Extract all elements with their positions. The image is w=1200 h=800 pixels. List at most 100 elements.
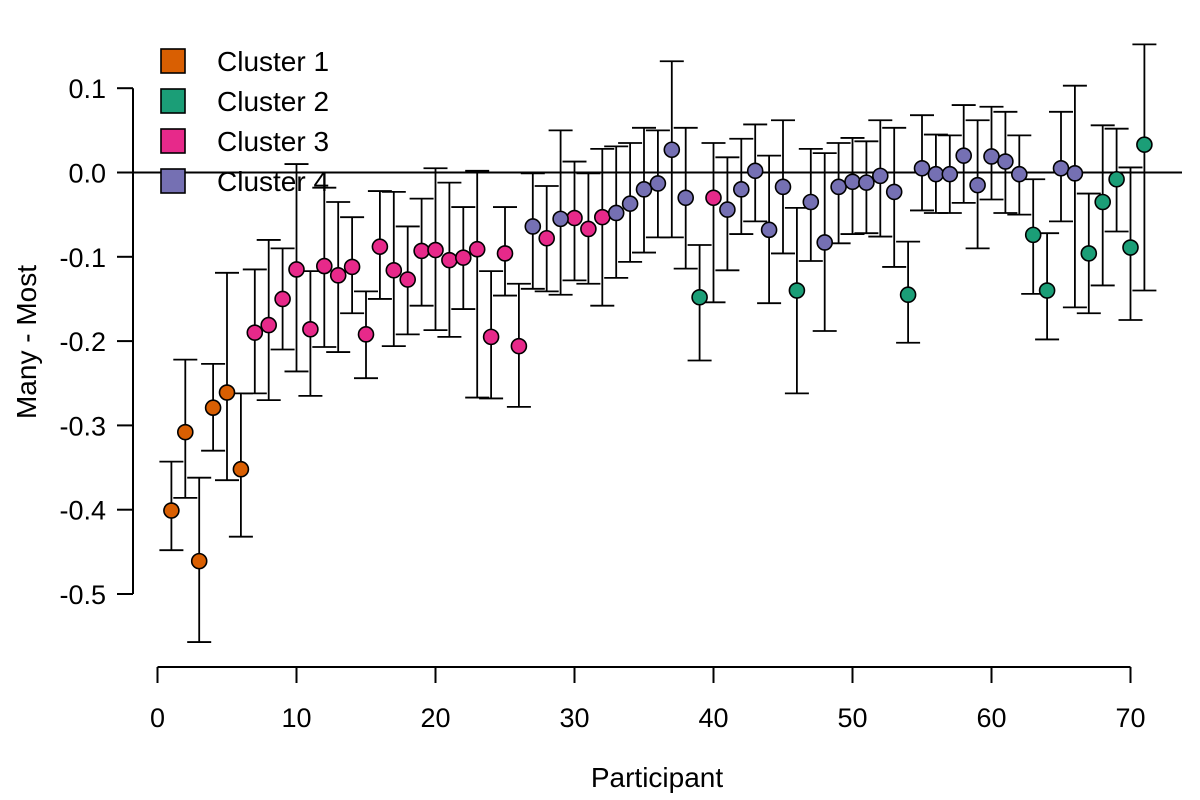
y-tick-label: -0.4 bbox=[59, 496, 106, 526]
data-point bbox=[858, 174, 875, 191]
data-point bbox=[677, 189, 695, 207]
data-point bbox=[635, 181, 653, 198]
data-point bbox=[496, 245, 514, 262]
x-tick-label: 60 bbox=[976, 703, 1006, 733]
data-point bbox=[732, 181, 750, 198]
data-point bbox=[524, 218, 542, 235]
data-point bbox=[1108, 170, 1125, 188]
legend-label: Cluster 1 bbox=[217, 46, 329, 77]
data-point bbox=[399, 271, 417, 288]
legend-label: Cluster 2 bbox=[217, 86, 329, 117]
data-point bbox=[566, 209, 583, 227]
legend-swatch bbox=[160, 88, 186, 114]
legend-item: Cluster 2 bbox=[160, 86, 329, 117]
x-tick-label: 10 bbox=[281, 703, 311, 733]
legend-swatch bbox=[160, 48, 186, 74]
error-bar bbox=[590, 147, 615, 307]
data-point bbox=[427, 241, 444, 259]
points-layer bbox=[163, 136, 1153, 570]
data-point bbox=[816, 234, 834, 251]
legend-item: Cluster 4 bbox=[160, 166, 329, 197]
data-point bbox=[1024, 226, 1042, 244]
data-point bbox=[510, 337, 528, 355]
data-point bbox=[593, 208, 611, 226]
data-point bbox=[885, 183, 903, 201]
data-point bbox=[357, 326, 375, 343]
data-point bbox=[607, 204, 625, 222]
data-point bbox=[830, 178, 847, 196]
data-point bbox=[329, 267, 347, 284]
data-point bbox=[955, 147, 973, 164]
legend-swatch bbox=[160, 168, 186, 194]
data-point bbox=[441, 251, 458, 269]
y-tick-label: -0.5 bbox=[59, 580, 106, 610]
data-point bbox=[871, 167, 889, 185]
y-tick-label: 0.1 bbox=[68, 74, 106, 104]
data-point bbox=[302, 320, 319, 338]
x-axis-title: Participant bbox=[591, 762, 724, 793]
data-point bbox=[774, 178, 792, 196]
data-point bbox=[927, 165, 945, 183]
data-point bbox=[969, 176, 986, 194]
x-tick-label: 70 bbox=[1115, 703, 1145, 733]
x-tick-label: 50 bbox=[837, 703, 867, 733]
data-point bbox=[691, 288, 708, 306]
data-point bbox=[274, 290, 291, 308]
error-bar bbox=[215, 271, 239, 482]
data-point bbox=[163, 502, 180, 519]
data-point bbox=[468, 240, 486, 258]
data-point bbox=[802, 193, 820, 211]
data-point bbox=[218, 384, 236, 401]
error-bar bbox=[1062, 84, 1087, 309]
data-point bbox=[315, 257, 333, 275]
error-bar bbox=[1132, 43, 1157, 292]
data-point bbox=[746, 162, 764, 180]
data-point bbox=[204, 399, 222, 416]
x-tick-label: 0 bbox=[150, 703, 165, 733]
data-point bbox=[482, 328, 500, 346]
data-point bbox=[1066, 165, 1084, 182]
error-bar bbox=[784, 207, 809, 395]
data-point bbox=[1052, 159, 1070, 177]
data-point bbox=[760, 221, 778, 239]
y-tick-label: -0.1 bbox=[59, 243, 106, 273]
legend-label: Cluster 4 bbox=[217, 166, 329, 197]
error-bar bbox=[465, 169, 490, 399]
data-point bbox=[580, 220, 597, 238]
y-axis-title: Many - Most bbox=[11, 265, 42, 419]
legend-swatch bbox=[160, 128, 186, 154]
data-point bbox=[177, 423, 194, 441]
data-point bbox=[1122, 239, 1139, 256]
data-point bbox=[1136, 136, 1153, 153]
data-point bbox=[621, 195, 639, 212]
legend-item: Cluster 3 bbox=[160, 126, 329, 157]
x-tick-label: 30 bbox=[559, 703, 589, 733]
y-tick-label: -0.2 bbox=[59, 327, 106, 357]
data-point bbox=[190, 552, 208, 570]
data-point bbox=[983, 148, 1000, 165]
x-tick-label: 20 bbox=[420, 703, 450, 733]
legend-label: Cluster 3 bbox=[217, 126, 329, 157]
data-point bbox=[1010, 165, 1028, 183]
y-tick-label: 0.0 bbox=[68, 159, 106, 189]
data-point bbox=[705, 189, 722, 207]
data-point bbox=[649, 175, 667, 192]
legend: Cluster 1 Cluster 2 Cluster 3 Cluster 4 bbox=[160, 46, 329, 197]
data-point bbox=[788, 282, 806, 299]
data-point bbox=[941, 165, 959, 183]
x-tick-label: 40 bbox=[698, 703, 728, 733]
data-point bbox=[246, 324, 264, 341]
data-point bbox=[997, 153, 1014, 170]
error-bar bbox=[701, 142, 726, 304]
data-point bbox=[899, 286, 917, 304]
data-point bbox=[1094, 193, 1111, 211]
data-point bbox=[413, 242, 430, 260]
data-point bbox=[552, 210, 569, 228]
data-point bbox=[663, 141, 681, 159]
data-point bbox=[844, 173, 861, 191]
data-point bbox=[385, 261, 403, 279]
data-point bbox=[913, 159, 931, 177]
data-point bbox=[260, 316, 278, 334]
y-tick-label: -0.3 bbox=[59, 411, 106, 441]
data-point bbox=[232, 460, 250, 478]
